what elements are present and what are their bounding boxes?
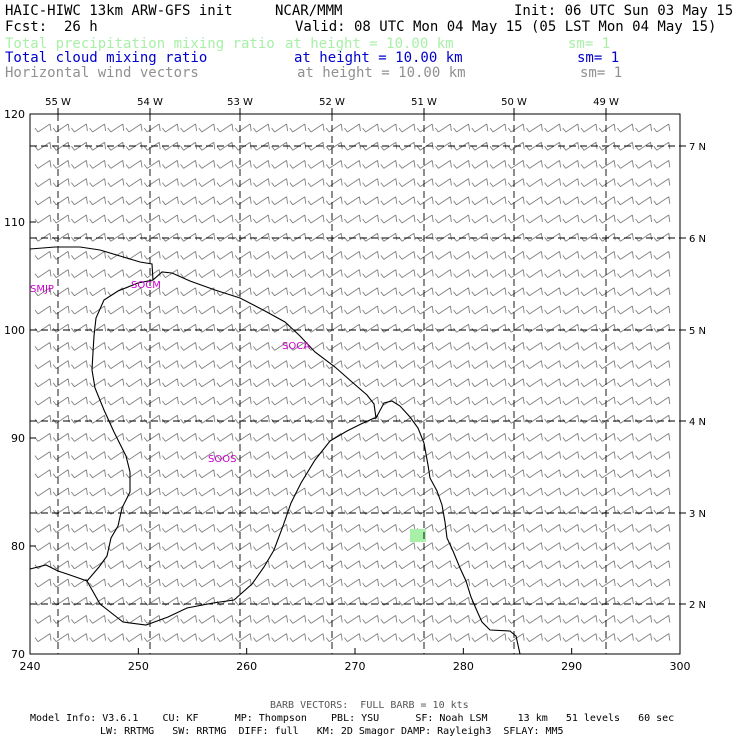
precip-patch xyxy=(410,529,426,542)
lat-lon-grid: 55 W 54 W 53 W 52 W 51 W 50 W 49 W 7 N 6 N 5 N 4 N… xyxy=(30,97,706,654)
latitude-label: 3 N xyxy=(689,509,706,520)
station-label-soca: SOCA xyxy=(282,341,310,352)
map-axes: 240 250 260 270 280 290 300 70 80 90 100 110 120 xyxy=(4,108,691,673)
y-tick-label: 110 xyxy=(4,216,25,229)
x-tick-label: 260 xyxy=(236,660,257,673)
coastline xyxy=(29,246,521,655)
y-tick-label: 90 xyxy=(11,432,25,445)
field-precip-name: Total precipitation mixing ratio xyxy=(5,36,275,52)
init-time: Init: 06 UTC Sun 03 May 15 xyxy=(514,3,734,19)
field-cloud-sm: sm= 1 xyxy=(577,50,620,66)
field-wind-sm: sm= 1 xyxy=(580,65,623,81)
longitude-label: 49 W xyxy=(593,97,619,108)
model-info-line-2: LW: RRTMG SW: RRTMG DIFF: full KM: 2D Sm… xyxy=(100,726,564,737)
model-title: HAIC-HIWC 13km ARW-GFS init xyxy=(5,3,233,19)
organization: NCAR/MMM xyxy=(275,3,343,19)
field-wind-height: at height = 10.00 km xyxy=(297,65,466,81)
valid-time: Valid: 08 UTC Mon 04 May 15 (05 LST Mon … xyxy=(295,19,717,35)
longitude-label: 53 W xyxy=(227,97,253,108)
forecast-label: Fcst: xyxy=(5,19,48,35)
field-cloud-name: Total cloud mixing ratio xyxy=(5,50,208,66)
longitude-label: 55 W xyxy=(45,97,71,108)
latitude-label: 5 N xyxy=(689,326,706,337)
y-tick-label: 120 xyxy=(4,108,25,121)
x-tick-label: 290 xyxy=(561,660,582,673)
latitude-label: 2 N xyxy=(689,600,706,611)
longitude-label: 50 W xyxy=(501,97,527,108)
longitude-label: 52 W xyxy=(319,97,345,108)
border-west xyxy=(86,279,154,582)
field-precip-sm: sm= 1 xyxy=(568,36,611,52)
field-precip-height: at height = 10.00 km xyxy=(285,36,454,52)
x-tick-label: 240 xyxy=(20,660,41,673)
y-tick-label: 80 xyxy=(11,540,25,553)
border-south xyxy=(29,417,377,626)
field-cloud-height: at height = 10.00 km xyxy=(294,50,463,66)
model-info-line-1: Model Info: V3.6.1 CU: KF MP: Thompson P… xyxy=(30,713,675,724)
x-tick-label: 300 xyxy=(670,660,691,673)
station-label-smjp: SMJP xyxy=(30,284,54,295)
field-wind-name: Horizontal wind vectors xyxy=(5,65,199,81)
longitude-label: 51 W xyxy=(411,97,437,108)
longitude-label: 54 W xyxy=(137,97,163,108)
barb-vector-note: BARB VECTORS: FULL BARB = 10 kts xyxy=(270,700,469,711)
latitude-label: 6 N xyxy=(689,234,706,245)
x-tick-label: 270 xyxy=(345,660,366,673)
forecast-hour: 26 h xyxy=(64,19,98,35)
latitude-label: 7 N xyxy=(689,142,706,153)
y-tick-label: 100 xyxy=(4,324,25,337)
station-label-socm: SOCM xyxy=(131,280,161,291)
latitude-label: 4 N xyxy=(689,417,706,428)
x-tick-label: 280 xyxy=(453,660,474,673)
x-tick-label: 250 xyxy=(128,660,149,673)
station-label-soos: SOOS xyxy=(208,454,236,465)
y-tick-label: 70 xyxy=(11,648,25,661)
